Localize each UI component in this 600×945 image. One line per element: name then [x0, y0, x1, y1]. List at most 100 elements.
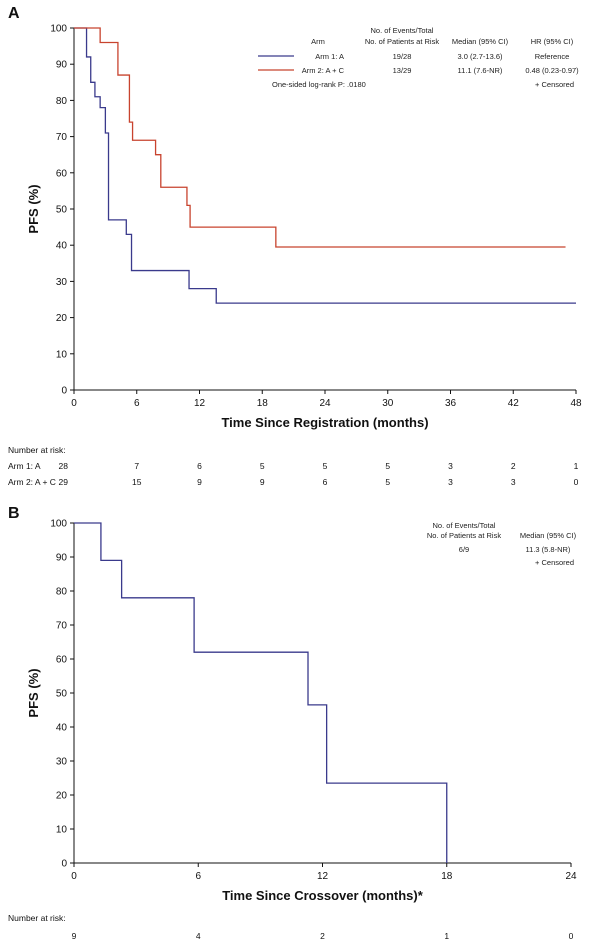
legend-arm2-name: Arm 2: A + C: [302, 66, 345, 75]
legend-b-header-median: Median (95% CI): [520, 531, 577, 540]
legend-log-rank: One-sided log-rank P: .0180: [272, 80, 366, 89]
panel-b-legend: No. of Events/Total No. of Patients at R…: [427, 521, 577, 567]
panel-a-curves: [74, 27, 576, 304]
y-tick-label: 80: [56, 96, 68, 107]
risk-value: 5: [385, 477, 390, 487]
x-tick-label: 0: [71, 398, 77, 409]
risk-row-label-arm2: Arm 2: A + C: [8, 477, 56, 487]
y-tick-label: 20: [56, 791, 68, 802]
risk-value: 5: [260, 461, 265, 471]
y-tick-label: 10: [56, 349, 68, 360]
legend-header-median: Median (95% CI): [452, 37, 509, 46]
legend-arm1-events: 19/28: [393, 52, 412, 61]
legend-b-header-events-2: No. of Patients at Risk: [427, 531, 501, 540]
y-axis-title: PFS (%): [26, 184, 41, 233]
risk-value: 3: [511, 477, 516, 487]
y-tick-label: 50: [56, 205, 68, 216]
risk-value: 4: [196, 931, 201, 941]
y-tick-label: 30: [56, 277, 68, 288]
panel-b-letter: B: [8, 505, 20, 522]
km-curve-series-1: [74, 522, 448, 863]
x-tick-label: 18: [441, 871, 453, 882]
y-tick-label: 50: [56, 689, 68, 700]
legend-b-header-events-1: No. of Events/Total: [433, 521, 496, 530]
panel-b-curves: [74, 522, 448, 863]
panel-a-letter: A: [8, 5, 20, 22]
risk-value: 6: [197, 461, 202, 471]
risk-value: 28: [59, 461, 69, 471]
y-tick-label: 100: [50, 24, 67, 35]
x-tick-label: 6: [134, 398, 140, 409]
x-tick-label: 6: [195, 871, 201, 882]
risk-table-title: Number at risk:: [8, 445, 66, 455]
y-tick-label: 70: [56, 621, 68, 632]
risk-value: 9: [72, 931, 77, 941]
risk-value: 15: [132, 477, 142, 487]
risk-value: 7: [134, 461, 139, 471]
y-tick-label: 0: [61, 386, 67, 397]
legend-header-hr: HR (95% CI): [531, 37, 574, 46]
risk-b-table-title: Number at risk:: [8, 913, 66, 923]
x-tick-label: 12: [317, 871, 329, 882]
legend-b-median: 11.3 (5.8-NR): [526, 545, 571, 554]
panel-b-axes: 0 10 20 30 40 50 60 70 80 90 100 0 6 12 18 24 Time Since…: [26, 519, 577, 904]
y-tick-label: 80: [56, 587, 68, 598]
km-curve-series-2: [74, 27, 566, 248]
legend-arm1-median: 3.0 (2.7-13.6): [457, 52, 503, 61]
y-tick-label: 60: [56, 655, 68, 666]
legend-header-events-2: No. of Patients at Risk: [365, 37, 439, 46]
risk-value: 5: [323, 461, 328, 471]
y-tick-label: 90: [56, 60, 68, 71]
x-axis-title: Time Since Crossover (months)*: [222, 888, 424, 903]
y-tick-label: 40: [56, 723, 68, 734]
risk-value: 3: [448, 461, 453, 471]
risk-value: 2: [320, 931, 325, 941]
x-tick-label: 18: [257, 398, 269, 409]
panel-a-risk-table: Number at risk: Arm 1: A Arm 2: A + C 28…: [8, 445, 579, 487]
x-tick-label: 12: [194, 398, 206, 409]
y-tick-label: 60: [56, 168, 68, 179]
panel-b-risk-table: Number at risk: 9 4 2 1 0: [8, 913, 574, 941]
x-axis-title: Time Since Registration (months): [221, 415, 428, 430]
x-tick-label: 24: [319, 398, 331, 409]
x-tick-label: 48: [570, 398, 582, 409]
y-tick-label: 40: [56, 241, 68, 252]
y-tick-label: 30: [56, 757, 68, 768]
km-curve-series-1: [74, 27, 576, 304]
x-tick-label: 42: [508, 398, 520, 409]
risk-value: 1: [444, 931, 449, 941]
risk-value: 9: [260, 477, 265, 487]
y-tick-label: 90: [56, 553, 68, 564]
y-axis-title: PFS (%): [26, 668, 41, 717]
panel-a-legend: Arm No. of Events/Total No. of Patients …: [258, 26, 579, 89]
y-tick-label: 20: [56, 313, 68, 324]
legend-arm1-name: Arm 1: A: [315, 52, 344, 61]
y-tick-label: 10: [56, 825, 68, 836]
risk-value: 3: [448, 477, 453, 487]
y-tick-label: 70: [56, 132, 68, 143]
risk-value: 1: [574, 461, 579, 471]
risk-value: 0: [569, 931, 574, 941]
risk-value: 2: [511, 461, 516, 471]
x-tick-label: 0: [71, 871, 77, 882]
risk-value: 29: [59, 477, 69, 487]
legend-header-arm: Arm: [311, 37, 325, 46]
legend-arm1-hr: Reference: [535, 52, 570, 61]
y-tick-label: 100: [50, 519, 67, 530]
legend-b-censored: + Censored: [535, 558, 574, 567]
risk-row-label-arm1: Arm 1: A: [8, 461, 41, 471]
y-tick-label: 0: [61, 859, 67, 870]
risk-value: 5: [385, 461, 390, 471]
legend-arm2-events: 13/29: [393, 66, 412, 75]
legend-censored: + Censored: [535, 80, 574, 89]
x-tick-label: 36: [445, 398, 457, 409]
x-tick-label: 24: [565, 871, 577, 882]
legend-header-events-1: No. of Events/Total: [371, 26, 434, 35]
legend-arm2-hr: 0.48 (0.23-0.97): [525, 66, 579, 75]
risk-value: 6: [323, 477, 328, 487]
legend-arm2-median: 11.1 (7.6-NR): [458, 66, 503, 75]
risk-value: 9: [197, 477, 202, 487]
